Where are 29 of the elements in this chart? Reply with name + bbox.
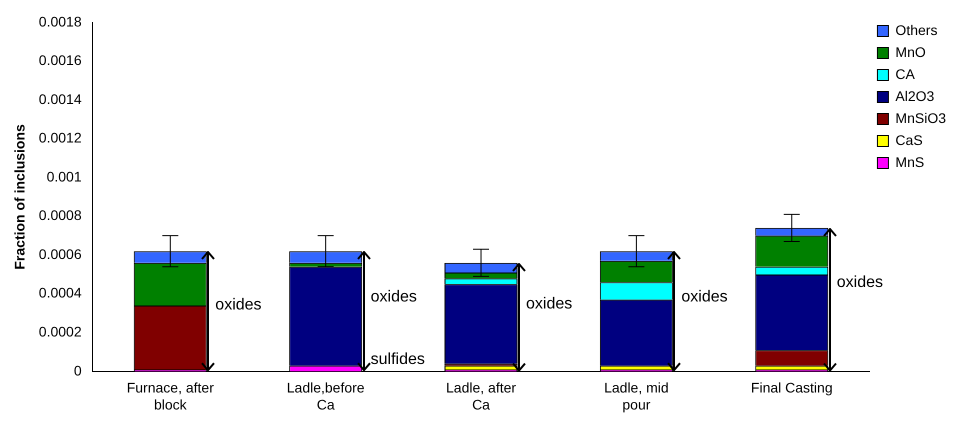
y-tick-label: 0.001 bbox=[46, 168, 82, 184]
y-tick-label: 0.0008 bbox=[38, 207, 82, 224]
legend-label: MnSiO3 bbox=[895, 110, 946, 126]
y-axis-title: Fraction of inclusions bbox=[11, 124, 28, 270]
y-tick-label: 0.0016 bbox=[38, 52, 82, 68]
annotation: oxides bbox=[215, 296, 262, 314]
y-tick-label: 0.0002 bbox=[38, 323, 82, 340]
legend-label: Al2O3 bbox=[895, 88, 935, 104]
x-tick-label: Ladle,before Ca bbox=[286, 380, 365, 412]
legend-label: MnS bbox=[895, 154, 924, 170]
y-tick-label: 0.0014 bbox=[38, 90, 82, 107]
annotation: oxides bbox=[526, 295, 572, 312]
annotation: sulfides bbox=[370, 350, 425, 368]
annotation: oxides bbox=[836, 274, 883, 291]
annotation: oxides bbox=[681, 288, 728, 306]
y-tick-label: 0.0004 bbox=[38, 284, 82, 301]
annotation: oxides bbox=[370, 288, 417, 306]
x-tick-label: Ladle, mid pour bbox=[604, 380, 669, 412]
y-tick-label: 0 bbox=[74, 362, 82, 378]
legend-label: Others bbox=[895, 22, 938, 38]
x-tick-label: Furnace, after block bbox=[126, 380, 214, 412]
y-tick-label: 0.0006 bbox=[38, 246, 82, 262]
x-tick-label: Ladle, after Ca bbox=[446, 380, 516, 412]
legend-label: CaS bbox=[895, 132, 923, 148]
x-tick-label: Final Casting bbox=[750, 380, 833, 396]
y-tick-label: 0.0012 bbox=[38, 130, 82, 146]
y-tick-label: 0.0018 bbox=[38, 13, 82, 30]
legend-label: MnO bbox=[895, 44, 926, 60]
legend-label: CA bbox=[895, 66, 916, 82]
